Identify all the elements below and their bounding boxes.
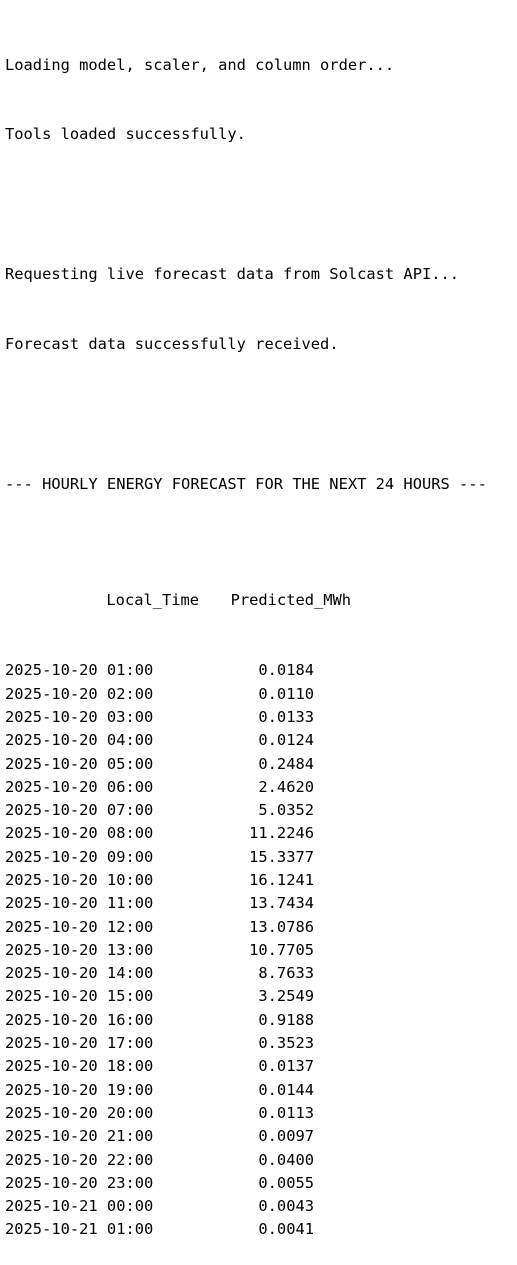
local-time-cell: 2025-10-20 22:00: [5, 1150, 154, 1169]
local-time-cell: 2025-10-20 10:00: [5, 870, 154, 889]
predicted-mwh-cell: 0.3523: [258, 1034, 314, 1053]
local-time-cell: 2025-10-20 12:00: [5, 917, 154, 936]
local-time-cell: 2025-10-20 18:00: [5, 1057, 154, 1076]
column-header-local-time: Local_Time: [106, 591, 200, 610]
blank-line: [5, 403, 517, 426]
log-line-tools-loaded: Tools loaded successfully.: [5, 125, 246, 144]
predicted-mwh-cell: 0.0097: [258, 1127, 314, 1146]
column-header-predicted-mwh: Predicted_MWh: [230, 591, 352, 610]
table-row: 2025-10-20 05:00 0.2484: [5, 753, 517, 776]
forecast-heading: --- HOURLY ENERGY FORECAST FOR THE NEXT …: [5, 474, 487, 493]
table-row: 2025-10-20 22:00 0.0400: [5, 1149, 517, 1172]
table-row: 2025-10-20 18:00 0.0137: [5, 1055, 517, 1078]
local-time-cell: 2025-10-20 04:00: [5, 731, 154, 750]
table-row: 2025-10-20 11:00 13.7434: [5, 892, 517, 915]
local-time-cell: 2025-10-21 00:00: [5, 1197, 154, 1216]
local-time-cell: 2025-10-20 21:00: [5, 1127, 154, 1146]
local-time-cell: 2025-10-20 23:00: [5, 1173, 154, 1192]
table-row: 2025-10-20 01:00 0.0184: [5, 659, 517, 682]
table-row: 2025-10-20 21:00 0.0097: [5, 1125, 517, 1148]
log-line-received: Forecast data successfully received.: [5, 335, 339, 354]
table-row: 2025-10-20 04:00 0.0124: [5, 729, 517, 752]
predicted-mwh-cell: 0.0400: [258, 1150, 314, 1169]
predicted-mwh-cell: 0.0137: [258, 1057, 314, 1076]
predicted-mwh-cell: 8.7633: [258, 964, 314, 983]
table-row: 2025-10-20 10:00 16.1241: [5, 869, 517, 892]
predicted-mwh-cell: 0.0110: [258, 684, 314, 703]
table-row: 2025-10-20 19:00 0.0144: [5, 1079, 517, 1102]
predicted-mwh-cell: 3.2549: [258, 987, 314, 1006]
predicted-mwh-cell: 0.0144: [258, 1080, 314, 1099]
table-row: 2025-10-21 00:00 0.0043: [5, 1195, 517, 1218]
predicted-mwh-cell: 16.1241: [249, 870, 314, 889]
blank-line: [5, 193, 517, 216]
forecast-table-body: 2025-10-20 01:00 0.0184 2025-10-20 02:00 0.…: [5, 659, 517, 1241]
local-time-cell: 2025-10-20 02:00: [5, 684, 154, 703]
table-row: 2025-10-20 07:00 5.0352: [5, 799, 517, 822]
local-time-cell: 2025-10-20 14:00: [5, 964, 154, 983]
table-row: 2025-10-20 02:00 0.0110: [5, 683, 517, 706]
table-row: 2025-10-20 17:00 0.3523: [5, 1032, 517, 1055]
predicted-mwh-cell: 13.7434: [249, 894, 314, 913]
local-time-cell: 2025-10-20 01:00: [5, 661, 154, 680]
table-row: 2025-10-20 15:00 3.2549: [5, 985, 517, 1008]
console-output: Loading model, scaler, and column order.…: [5, 7, 517, 1239]
log-line-loading: Loading model, scaler, and column order.…: [5, 55, 395, 74]
predicted-mwh-cell: 11.2246: [249, 824, 314, 843]
predicted-mwh-cell: 0.0133: [258, 707, 314, 726]
local-time-cell: 2025-10-21 01:00: [5, 1220, 154, 1239]
predicted-mwh-cell: 0.0055: [258, 1173, 314, 1192]
local-time-cell: 2025-10-20 20:00: [5, 1103, 154, 1122]
predicted-mwh-cell: 0.0184: [258, 661, 314, 680]
table-row: 2025-10-20 12:00 13.0786: [5, 916, 517, 939]
table-row: 2025-10-20 23:00 0.0055: [5, 1172, 517, 1195]
local-time-cell: 2025-10-20 06:00: [5, 777, 154, 796]
local-time-cell: 2025-10-20 07:00: [5, 801, 154, 820]
local-time-cell: 2025-10-20 16:00: [5, 1010, 154, 1029]
predicted-mwh-cell: 0.0041: [258, 1220, 314, 1239]
predicted-mwh-cell: 5.0352: [258, 801, 314, 820]
local-time-cell: 2025-10-20 17:00: [5, 1034, 154, 1053]
table-row: 2025-10-20 08:00 11.2246: [5, 822, 517, 845]
local-time-cell: 2025-10-20 19:00: [5, 1080, 154, 1099]
local-time-cell: 2025-10-20 08:00: [5, 824, 154, 843]
table-row: 2025-10-20 06:00 2.4620: [5, 776, 517, 799]
local-time-cell: 2025-10-20 13:00: [5, 940, 154, 959]
local-time-cell: 2025-10-20 03:00: [5, 707, 154, 726]
predicted-mwh-cell: 0.0043: [258, 1197, 314, 1216]
table-row: 2025-10-20 03:00 0.0133: [5, 706, 517, 729]
log-line-requesting: Requesting live forecast data from Solca…: [5, 265, 460, 284]
table-row: 2025-10-20 13:00 10.7705: [5, 939, 517, 962]
table-row: 2025-10-20 09:00 15.3377: [5, 846, 517, 869]
table-row: 2025-10-20 20:00 0.0113: [5, 1102, 517, 1125]
forecast-table-header: Local_Time Predicted_MWh: [5, 566, 517, 609]
local-time-cell: 2025-10-20 15:00: [5, 987, 154, 1006]
table-row: 2025-10-20 14:00 8.7633: [5, 962, 517, 985]
predicted-mwh-cell: 15.3377: [249, 847, 314, 866]
predicted-mwh-cell: 0.0113: [258, 1103, 314, 1122]
predicted-mwh-cell: 2.4620: [258, 777, 314, 796]
predicted-mwh-cell: 0.0124: [258, 731, 314, 750]
local-time-cell: 2025-10-20 09:00: [5, 847, 154, 866]
predicted-mwh-cell: 0.9188: [258, 1010, 314, 1029]
predicted-mwh-cell: 13.0786: [249, 917, 314, 936]
local-time-cell: 2025-10-20 11:00: [5, 894, 154, 913]
table-row: 2025-10-21 01:00 0.0041: [5, 1218, 517, 1241]
predicted-mwh-cell: 10.7705: [249, 940, 314, 959]
table-row: 2025-10-20 16:00 0.9188: [5, 1009, 517, 1032]
local-time-cell: 2025-10-20 05:00: [5, 754, 154, 773]
predicted-mwh-cell: 0.2484: [258, 754, 314, 773]
